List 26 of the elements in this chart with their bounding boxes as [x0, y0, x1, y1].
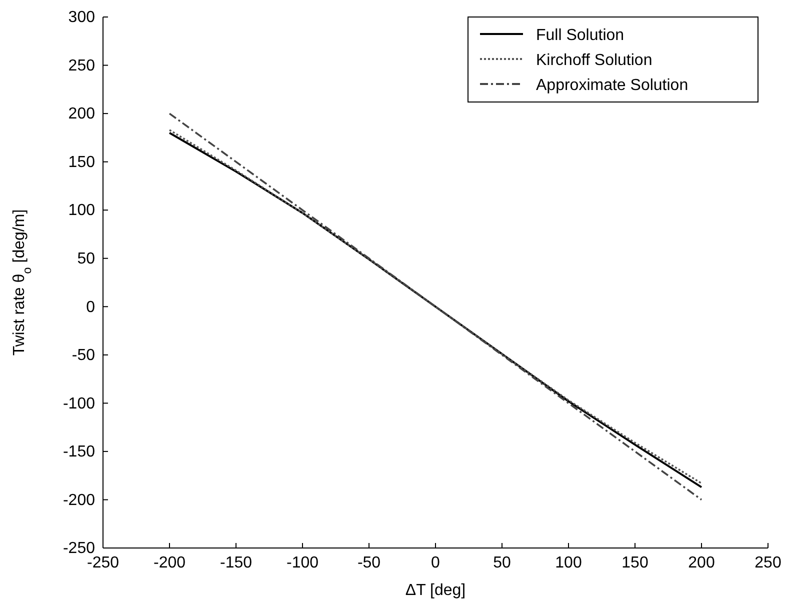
y-tick-label: 50: [77, 250, 96, 268]
y-tick-label: 250: [68, 57, 96, 74]
y-tick-label: 0: [86, 298, 96, 316]
y-tick-label: -100: [62, 395, 96, 412]
y-tick-label: -200: [62, 492, 96, 509]
y-tick-label: 100: [68, 202, 96, 220]
x-axis-title: ΔT [deg]: [405, 582, 466, 599]
legend-label: Full Solution: [536, 27, 624, 44]
x-tick-label: -200: [153, 554, 186, 572]
legend-label: Kirchoff Solution: [536, 52, 652, 69]
x-tick-label: 50: [493, 554, 511, 572]
x-tick-label: -150: [220, 554, 252, 572]
x-tick-label: 200: [688, 554, 715, 572]
y-tick-label: -250: [62, 540, 96, 558]
legend-label: Approximate Solution: [536, 77, 688, 94]
x-tick-label: 250: [754, 554, 782, 572]
x-tick-label: -50: [357, 554, 381, 572]
x-tick-label: 0: [431, 554, 440, 572]
x-tick-label: -100: [286, 554, 319, 572]
y-tick-label: -50: [72, 347, 96, 364]
y-tick-label: 200: [68, 106, 96, 123]
x-tick-label: 150: [622, 554, 648, 572]
x-tick-label: 100: [555, 554, 582, 572]
y-tick-label: 150: [68, 154, 96, 171]
y-tick-label: -150: [62, 444, 96, 461]
y-tick-label: 300: [68, 9, 96, 26]
